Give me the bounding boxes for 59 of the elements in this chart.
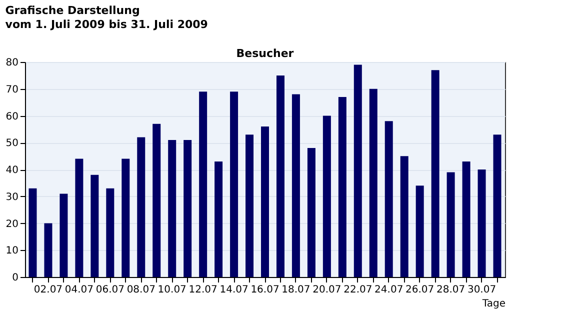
bar: [106, 188, 114, 277]
x-tick-label: 28.07: [436, 284, 466, 296]
bar: [199, 92, 208, 277]
bar: [400, 156, 408, 277]
x-tick-label: 10.07: [158, 284, 186, 296]
x-tick-label: 16.07: [250, 284, 280, 296]
bar: [338, 96, 346, 277]
chart-subtitle: vom 1. Juli 2009 bis 31. Juli 2009: [5, 18, 208, 31]
y-tick-label: 30: [6, 192, 18, 203]
x-tick-label: 12.07: [188, 284, 218, 296]
bar: [261, 126, 269, 277]
x-tick-label: 30.07: [467, 284, 496, 296]
y-tick-label: 0: [12, 272, 18, 284]
bar: [137, 137, 146, 277]
y-tick-label: 20: [6, 218, 18, 230]
y-tick-label: 60: [6, 111, 18, 122]
bar: [416, 186, 424, 277]
bar: [90, 174, 99, 277]
bar: [322, 116, 331, 277]
bar: [152, 124, 161, 277]
x-tick-label: 24.07: [374, 284, 404, 296]
chart-title: Grafische Darstellung: [5, 4, 140, 17]
bar: [44, 223, 52, 277]
y-tick-label: 40: [6, 165, 18, 176]
x-tick-label: 18.07: [282, 284, 310, 296]
bar: [354, 64, 362, 277]
bar: [493, 134, 502, 277]
bar: [384, 121, 393, 277]
bar: [431, 70, 440, 277]
x-tick-label: 02.07: [34, 284, 63, 296]
bar: [230, 92, 238, 277]
bar: [307, 148, 316, 277]
x-tick-label: 08.07: [126, 284, 156, 296]
bar: [478, 170, 486, 277]
bar: [60, 194, 68, 277]
bar: [28, 188, 37, 277]
x-axis-title: Tage: [481, 298, 506, 310]
x-tick-label: 22.07: [344, 284, 372, 296]
x-tick-label: 14.07: [220, 284, 248, 296]
x-tick-label: 26.07: [406, 284, 434, 296]
y-tick-label: 70: [6, 84, 18, 96]
text: Besucher: [236, 47, 294, 60]
bar: [246, 134, 254, 277]
bar: [446, 172, 455, 277]
bar: [462, 161, 470, 277]
y-tick-label: 80: [6, 58, 18, 68]
x-tick-label: 06.07: [96, 284, 124, 296]
bar: [75, 158, 84, 277]
bar: [276, 75, 284, 277]
bar: [122, 158, 130, 277]
bar: [214, 161, 223, 277]
y-tick-label: 50: [6, 138, 18, 150]
bar: [369, 88, 378, 277]
bar: [292, 94, 300, 277]
bar: [184, 140, 192, 277]
bar: [168, 140, 176, 277]
y-tick-label: 10: [6, 246, 18, 257]
x-tick-label: 04.07: [64, 284, 94, 296]
x-tick-label: 20.07: [312, 284, 342, 296]
